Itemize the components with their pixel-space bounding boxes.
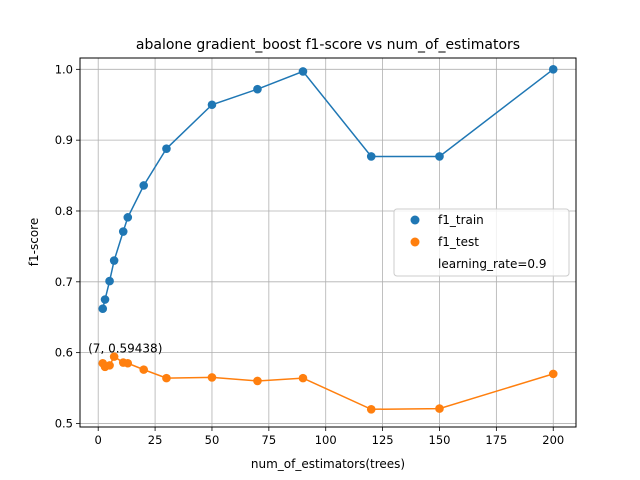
- legend: f1_train f1_test learning_rate=0.9: [393, 208, 570, 277]
- y-tick-label: 0.5: [55, 416, 73, 430]
- data-point-f1-train: [139, 181, 149, 190]
- data-point-f1-test: [548, 369, 558, 379]
- legend-label-f1-test: f1_test: [438, 235, 479, 249]
- data-point-f1-test: [253, 376, 262, 386]
- legend-box: [393, 208, 570, 277]
- data-point-f1-train: [98, 304, 108, 314]
- x-tick-label: 150: [429, 433, 451, 447]
- x-axis-ticks: 0 25 50 75 100 125 150 175 200: [95, 427, 564, 447]
- x-tick-label: 75: [262, 433, 277, 447]
- y-axis-label: f1-score: [27, 218, 41, 266]
- data-point-f1-train: [253, 84, 262, 94]
- series-layer: [98, 65, 558, 414]
- plot-frame: [79, 57, 577, 428]
- data-point-f1-train: [435, 152, 444, 161]
- legend-marker-f1-test: [410, 237, 420, 247]
- data-point-f1-test: [139, 365, 149, 374]
- data-point-f1-train: [162, 144, 171, 153]
- data-point-f1-train: [109, 256, 119, 265]
- data-point-f1-train: [207, 100, 217, 110]
- data-point-f1-test: [298, 373, 308, 383]
- data-point-f1-test: [366, 404, 376, 414]
- point-annotation: (7, 0.59438): [88, 342, 162, 356]
- data-point-f1-train: [366, 152, 376, 161]
- data-point-f1-train: [548, 65, 558, 74]
- x-axis-label: num_of_estimators(trees): [251, 457, 405, 471]
- x-tick-label: 100: [315, 433, 337, 447]
- y-tick-label: 0.7: [55, 275, 73, 289]
- legend-label-learning-rate: learning_rate=0.9: [438, 257, 546, 271]
- series-line-f1-test: [102, 355, 554, 411]
- data-point-f1-test: [162, 373, 171, 383]
- data-point-f1-train: [105, 276, 114, 286]
- x-tick-label: 25: [148, 433, 163, 447]
- x-tick-label: 0: [95, 433, 102, 447]
- data-point-f1-test: [207, 373, 217, 382]
- data-point-f1-train: [123, 213, 133, 222]
- y-tick-label: 1.0: [55, 62, 73, 76]
- chart-title: abalone gradient_boost f1-score vs num_o…: [136, 37, 520, 53]
- y-tick-label: 0.6: [55, 346, 73, 360]
- y-tick-label: 0.9: [55, 133, 73, 147]
- legend-marker-f1-train: [410, 215, 420, 225]
- data-point-f1-test: [105, 361, 114, 370]
- data-point-f1-train: [118, 227, 128, 236]
- y-tick-label: 0.8: [55, 204, 73, 218]
- data-point-f1-test: [435, 404, 444, 413]
- x-tick-label: 200: [542, 433, 564, 447]
- y-axis-ticks: 0.5 0.6 0.7 0.8 0.9 1.0: [55, 62, 80, 430]
- legend-label-f1-train: f1_train: [438, 213, 484, 227]
- data-point-f1-train: [298, 67, 308, 76]
- x-tick-label: 50: [205, 433, 220, 447]
- data-point-f1-test: [109, 352, 119, 361]
- x-tick-label: 125: [372, 433, 394, 447]
- data-point-f1-test: [123, 358, 133, 368]
- data-point-f1-train: [100, 295, 110, 304]
- x-tick-label: 175: [485, 433, 507, 447]
